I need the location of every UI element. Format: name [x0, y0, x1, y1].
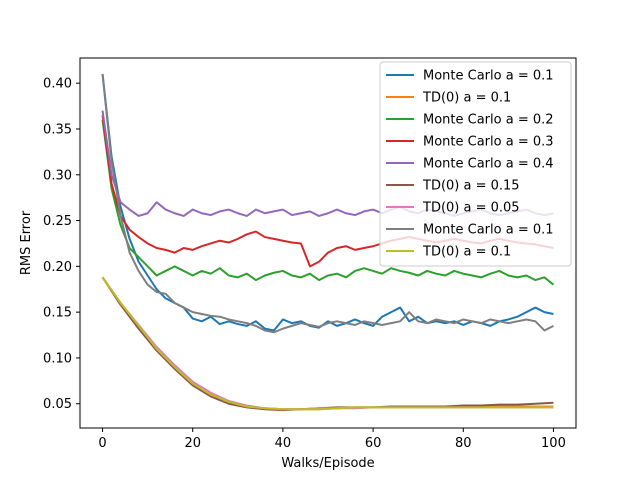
y-tick-label: 0.35 [43, 122, 72, 137]
x-axis-title: Walks/Episode [281, 456, 374, 471]
y-tick-label: 0.25 [43, 214, 72, 229]
legend-label-1: Monte Carlo a = 0.1 [423, 69, 554, 84]
legend-label-3: Monte Carlo a = 0.2 [423, 113, 554, 128]
x-tick-label: 100 [541, 436, 566, 451]
series-line-8 [101, 73, 554, 334]
legend-label-2: TD(0) a = 0.1 [422, 91, 511, 106]
y-tick-label: 0.40 [43, 77, 72, 92]
y-tick-label: 0.30 [43, 168, 72, 183]
legend-label-9: TD(0) a = 0.1 [422, 245, 511, 260]
series-layer [101, 73, 555, 412]
x-tick-label: 20 [184, 436, 201, 451]
y-tick-label: 0.05 [43, 397, 72, 412]
legend-label-7: TD(0) a = 0.05 [422, 201, 520, 216]
y-tick-label: 0.20 [43, 260, 72, 275]
legend-box [379, 61, 572, 267]
plot-frame [79, 57, 577, 429]
y-axis-title: RMS Error [19, 210, 34, 275]
y-tick-label: 0.10 [43, 351, 72, 366]
series-line-9 [101, 276, 554, 411]
x-tick-label: 0 [98, 436, 106, 451]
y-tick-label: 0.15 [43, 306, 72, 321]
legend-label-4: Monte Carlo a = 0.3 [423, 135, 554, 150]
y-axis: 0.05 0.10 0.15 0.20 0.25 0.30 0.35 0.40 [43, 77, 80, 412]
x-tick-label: 40 [275, 436, 292, 451]
x-tick-label: 80 [455, 436, 472, 451]
legend-label-5: Monte Carlo a = 0.4 [423, 157, 554, 172]
x-axis: 0 20 40 60 80 100 [98, 428, 566, 451]
legend: Monte Carlo a = 0.1 TD(0) a = 0.1 Monte Ca… [379, 61, 572, 267]
legend-label-6: TD(0) a = 0.15 [422, 179, 520, 194]
series-line-3 [101, 119, 555, 286]
x-tick-label: 60 [365, 436, 382, 451]
legend-label-8: Monte Carlo a = 0.1 [423, 223, 554, 238]
